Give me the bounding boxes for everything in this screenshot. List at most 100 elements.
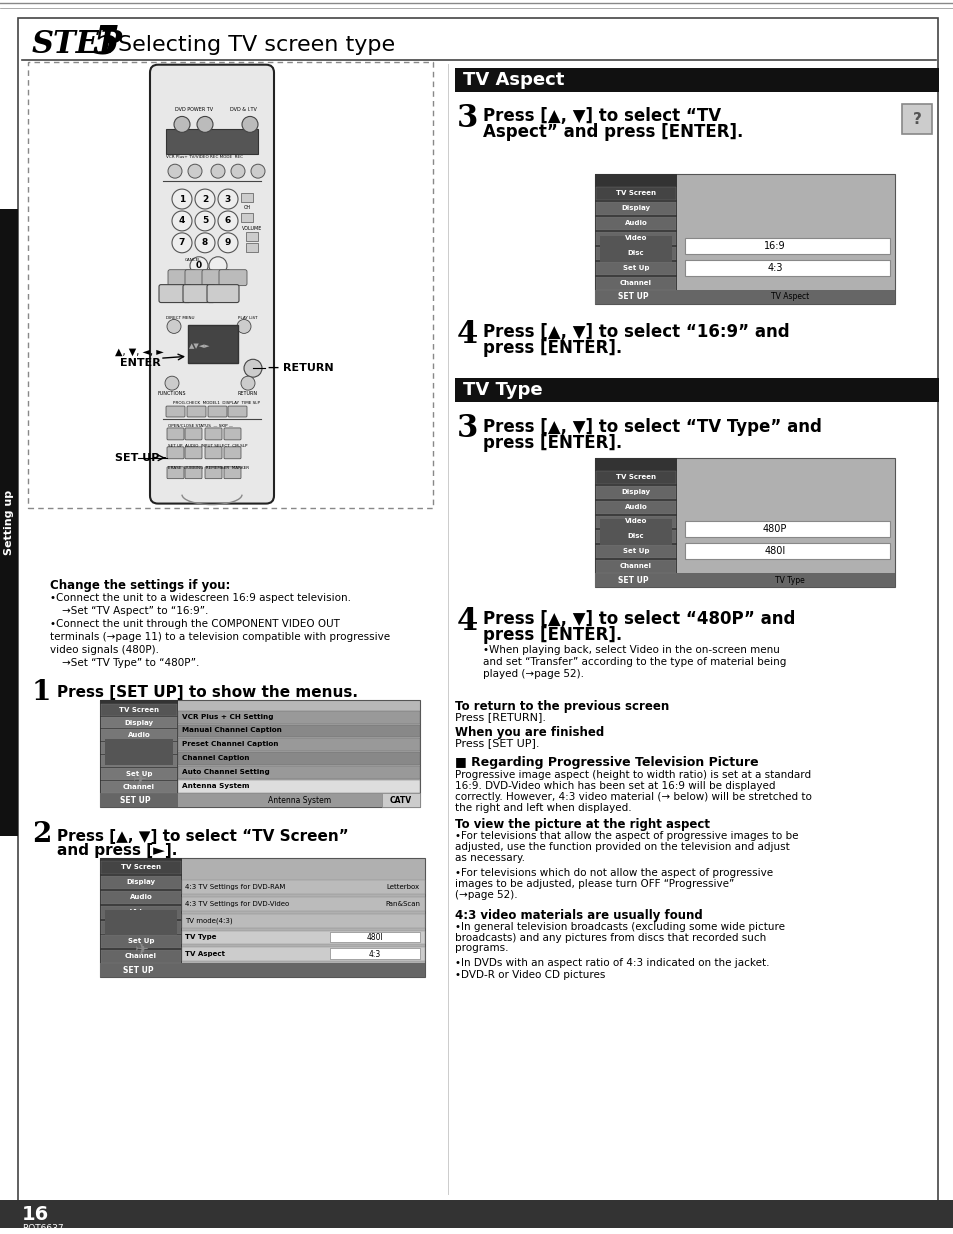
Bar [599, 236, 671, 262]
Bar [596, 262, 676, 275]
FancyBboxPatch shape [166, 406, 185, 417]
Circle shape [218, 211, 237, 231]
Text: DVD POWER TV: DVD POWER TV [174, 107, 213, 112]
Text: ✈: ✈ [132, 771, 146, 790]
Bar [246, 232, 257, 241]
Text: 4:3: 4:3 [408, 951, 419, 958]
FancyBboxPatch shape [185, 270, 213, 285]
Text: press [ENTER].: press [ENTER]. [482, 339, 621, 358]
Text: RQT6637: RQT6637 [22, 1224, 64, 1233]
Text: →Set “TV Type” to “480P”.: →Set “TV Type” to “480P”. [62, 658, 199, 668]
FancyBboxPatch shape [185, 466, 202, 479]
Bar [596, 247, 676, 259]
Bar [178, 711, 419, 723]
Text: CATV: CATV [390, 796, 412, 805]
Text: Set Up: Set Up [128, 939, 154, 944]
Circle shape [231, 164, 245, 178]
Bar [596, 486, 676, 499]
Circle shape [173, 116, 190, 132]
Text: Audio: Audio [624, 220, 647, 226]
Text: video signals (480P).: video signals (480P). [50, 645, 159, 655]
Circle shape [241, 376, 254, 390]
Bar [182, 930, 424, 944]
Text: DIRECT MENU: DIRECT MENU [166, 316, 194, 321]
Text: Video: Video [128, 745, 150, 752]
Text: Display: Display [127, 879, 155, 885]
Text: ?: ? [912, 112, 921, 127]
Bar [595, 290, 894, 304]
Text: Video: Video [130, 908, 152, 914]
Text: SET UP: SET UP [115, 453, 159, 463]
Text: 5: 5 [91, 23, 119, 62]
Text: ERASE  DUBBING  REMEMBER  MARKER: ERASE DUBBING REMEMBER MARKER [168, 465, 249, 470]
Text: TV Aspect: TV Aspect [770, 292, 808, 301]
Text: Channel: Channel [619, 280, 651, 285]
Circle shape [172, 189, 192, 209]
Text: Manual Channel Caption: Manual Channel Caption [182, 728, 281, 733]
Bar [596, 516, 676, 528]
FancyBboxPatch shape [167, 447, 184, 459]
Text: Set Up: Set Up [622, 265, 649, 270]
Bar [596, 470, 676, 484]
Circle shape [165, 376, 179, 390]
Bar [101, 743, 177, 754]
Text: Press [RETURN].: Press [RETURN]. [455, 712, 545, 723]
Text: Press [▲, ▼] to select “480P” and: Press [▲, ▼] to select “480P” and [482, 610, 795, 628]
Bar [178, 793, 419, 807]
Circle shape [242, 116, 257, 132]
FancyBboxPatch shape [185, 447, 202, 459]
Bar [100, 964, 424, 977]
Bar [101, 717, 177, 728]
Bar [596, 188, 676, 200]
Text: Display: Display [620, 205, 650, 211]
Text: 0: 0 [195, 262, 202, 270]
Bar [684, 238, 889, 254]
Text: Channel Caption: Channel Caption [182, 755, 250, 761]
Text: Channel: Channel [619, 563, 651, 569]
Text: 2: 2 [202, 195, 208, 204]
Text: VOLUME: VOLUME [241, 226, 262, 232]
Text: SET UP: SET UP [119, 796, 151, 805]
Text: TV Type: TV Type [185, 934, 216, 940]
Text: 16:9. DVD-Video which has been set at 16:9 will be displayed: 16:9. DVD-Video which has been set at 16… [455, 781, 775, 791]
Bar [241, 193, 253, 202]
Circle shape [209, 257, 227, 275]
Text: 4:3: 4:3 [369, 950, 381, 959]
FancyBboxPatch shape [183, 285, 214, 302]
Text: TV Aspect: TV Aspect [185, 951, 225, 958]
FancyBboxPatch shape [167, 466, 184, 479]
Bar [100, 700, 178, 807]
Text: Auto Channel Setting: Auto Channel Setting [182, 769, 270, 775]
Text: •Connect the unit to a widescreen 16:9 aspect television.: •Connect the unit to a widescreen 16:9 a… [50, 594, 351, 603]
Bar [178, 780, 419, 793]
Text: •For televisions which do not allow the aspect of progressive: •For televisions which do not allow the … [455, 868, 772, 877]
Text: •In general television broadcasts (excluding some wide picture: •In general television broadcasts (exclu… [455, 922, 784, 932]
Text: 2: 2 [32, 822, 51, 849]
Bar [596, 545, 676, 558]
Text: Display: Display [124, 719, 153, 726]
Bar [684, 543, 889, 559]
Text: ▲, ▼, ◄, ►: ▲, ▼, ◄, ► [115, 347, 164, 357]
Bar [684, 522, 889, 538]
Text: 6: 6 [225, 216, 231, 226]
Circle shape [244, 359, 262, 378]
Bar [0, 1201, 953, 1228]
Text: Display: Display [620, 489, 650, 495]
Bar [595, 458, 677, 587]
Bar [596, 232, 676, 244]
Bar [330, 949, 419, 959]
Bar [455, 378, 938, 402]
Text: •When playing back, select Video in the on-screen menu: •When playing back, select Video in the … [482, 645, 779, 655]
FancyBboxPatch shape [208, 406, 227, 417]
Bar [599, 520, 671, 545]
Text: 3: 3 [225, 195, 231, 204]
Bar [100, 793, 419, 807]
Text: Video: Video [624, 518, 646, 524]
Bar [596, 501, 676, 513]
Bar [178, 766, 419, 779]
Bar [166, 130, 257, 154]
Text: Press [▲, ▼] to select “TV: Press [▲, ▼] to select “TV [482, 107, 720, 126]
Text: Setting up: Setting up [4, 490, 14, 555]
Text: Disc: Disc [627, 533, 643, 539]
Text: Press [SET UP] to show the menus.: Press [SET UP] to show the menus. [57, 685, 357, 700]
